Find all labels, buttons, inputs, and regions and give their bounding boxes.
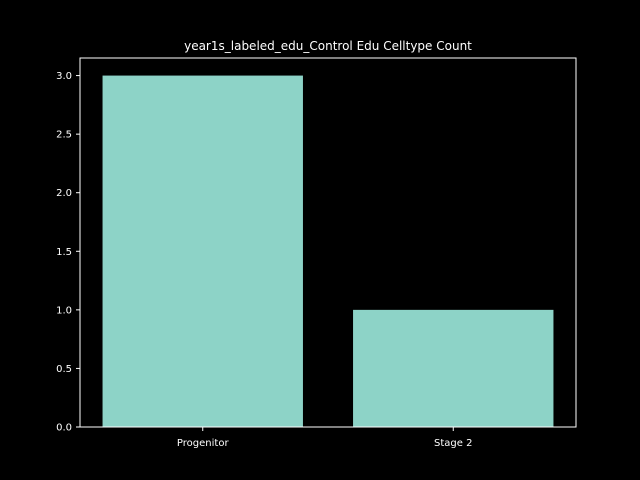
y-tick-label: 0.0 — [56, 423, 72, 434]
y-tick-label: 1.0 — [56, 305, 72, 316]
x-axis: Progenitor Stage 2 — [177, 427, 472, 449]
plot-frame — [79, 57, 577, 428]
y-tick-label: 0.5 — [56, 364, 72, 375]
chart-title: year1s_labeled_edu_Control Edu Celltype … — [184, 39, 472, 53]
bars-group — [102, 75, 554, 428]
y-tick-label: 1.5 — [56, 247, 72, 258]
x-tick-label: Progenitor — [177, 438, 230, 449]
y-axis: 0.0 0.5 1.0 1.5 2.0 2.5 3.0 — [56, 71, 80, 434]
y-tick-label: 3.0 — [56, 71, 72, 82]
y-tick-label: 2.5 — [56, 130, 72, 141]
bar-progenitor — [102, 75, 303, 428]
x-tick-label: Stage 2 — [434, 438, 472, 449]
y-tick-label: 2.0 — [56, 188, 72, 199]
bar-stage-2 — [353, 309, 554, 427]
